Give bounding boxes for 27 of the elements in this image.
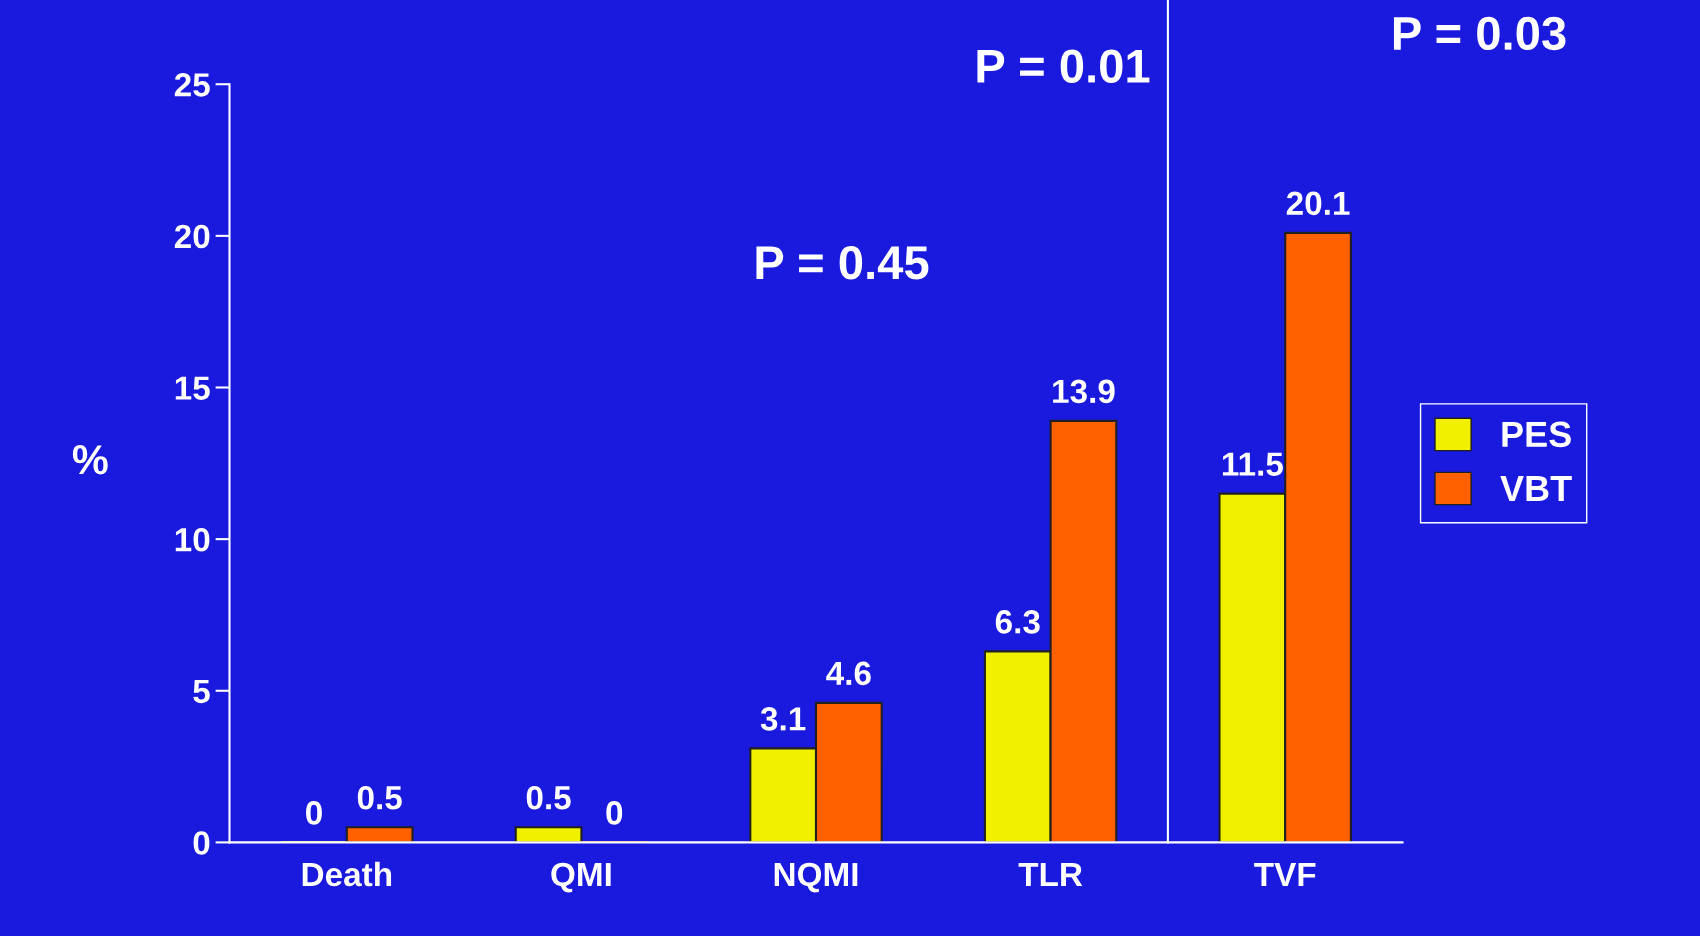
text: P = 0.01 bbox=[977, 49, 1150, 83]
data-label: 6.3 bbox=[995, 610, 1040, 634]
annotation: P = 0.45 bbox=[756, 246, 929, 280]
y-tick-label: 5 bbox=[193, 679, 210, 704]
data-label: 3.1 bbox=[760, 707, 806, 731]
data-label: 20.1 bbox=[1286, 191, 1350, 216]
data-label: 4.6 bbox=[826, 661, 871, 686]
data-label: 0.5 bbox=[526, 785, 571, 810]
x-tick-label: TVF bbox=[1254, 863, 1316, 886]
y-tick-label: 25 bbox=[174, 73, 210, 97]
y-tick-label: 0 bbox=[193, 831, 210, 855]
legend-label: PES bbox=[1502, 421, 1571, 448]
data-label: 0 bbox=[606, 801, 623, 825]
x-tick-label: NQMI bbox=[774, 862, 858, 893]
x-tick-label: QMI bbox=[551, 862, 611, 893]
text: P = 0.03 bbox=[1393, 16, 1566, 51]
legend-label: VBT bbox=[1500, 476, 1572, 501]
y-tick-label: 10 bbox=[175, 527, 210, 552]
y-axis-title: % bbox=[72, 445, 108, 475]
data-label: 0 bbox=[306, 801, 322, 825]
data-label: 13.9 bbox=[1053, 379, 1115, 404]
x-tick-label: Death bbox=[302, 861, 392, 887]
y-tick-label: 15 bbox=[175, 376, 210, 400]
y-tick-label: 20 bbox=[174, 224, 210, 249]
data-label: 11.5 bbox=[1222, 452, 1283, 476]
x-tick-label: TLR bbox=[1018, 863, 1083, 886]
data-label: 0.5 bbox=[357, 785, 402, 810]
